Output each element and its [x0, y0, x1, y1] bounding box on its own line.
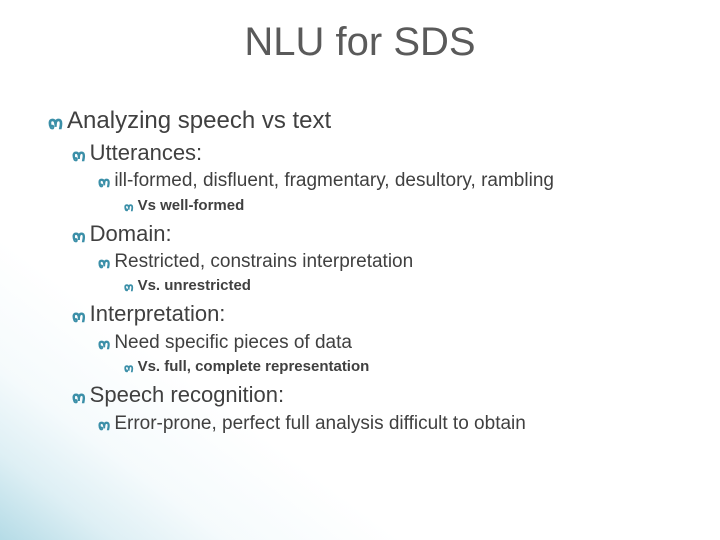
swirl-bullet-icon: ๓ — [72, 385, 86, 411]
bullet-item: ๓Interpretation: — [28, 300, 690, 329]
slide-content: ๓Analyzing speech vs text๓Utterances:๓il… — [28, 106, 690, 438]
bullet-list: ๓Analyzing speech vs text๓Utterances:๓il… — [28, 106, 690, 436]
swirl-bullet-icon: ๓ — [124, 199, 134, 217]
swirl-bullet-icon: ๓ — [124, 279, 134, 297]
bullet-item: ๓Domain: — [28, 220, 690, 249]
swirl-bullet-icon: ๓ — [48, 108, 63, 136]
slide: NLU for SDS ๓Analyzing speech vs text๓Ut… — [0, 0, 720, 540]
swirl-bullet-icon: ๓ — [98, 332, 110, 355]
bullet-item: ๓ill-formed, disfluent, fragmentary, des… — [28, 169, 690, 193]
bullet-text: Need specific pieces of data — [114, 332, 352, 353]
bullet-text: Restricted, constrains interpretation — [114, 251, 413, 272]
swirl-bullet-icon: ๓ — [124, 360, 134, 378]
bullet-item: ๓Analyzing speech vs text — [28, 106, 690, 137]
bullet-item: ๓Utterances: — [28, 139, 690, 168]
bullet-text: Vs. unrestricted — [138, 277, 251, 294]
bullet-item: ๓Vs. full, complete representation — [28, 357, 690, 377]
bullet-item: ๓Restricted, constrains interpretation — [28, 250, 690, 274]
bullet-text: Interpretation: — [90, 301, 226, 326]
bullet-item: ๓Error-prone, perfect full analysis diff… — [28, 412, 690, 436]
bullet-item: ๓Need specific pieces of data — [28, 331, 690, 355]
swirl-bullet-icon: ๓ — [98, 413, 110, 436]
swirl-bullet-icon: ๓ — [72, 224, 86, 250]
bullet-item: ๓Vs well-formed — [28, 196, 690, 216]
swirl-bullet-icon: ๓ — [72, 304, 86, 330]
slide-title: NLU for SDS — [0, 20, 720, 65]
swirl-bullet-icon: ๓ — [72, 143, 86, 169]
bullet-text: ill-formed, disfluent, fragmentary, desu… — [114, 170, 554, 191]
bullet-text: Analyzing speech vs text — [67, 107, 331, 134]
bullet-item: ๓Vs. unrestricted — [28, 276, 690, 296]
bullet-text: Speech recognition: — [90, 382, 284, 407]
bullet-item: ๓Speech recognition: — [28, 381, 690, 410]
bullet-text: Domain: — [90, 221, 172, 246]
bullet-text: Error-prone, perfect full analysis diffi… — [114, 413, 526, 434]
bullet-text: Vs well-formed — [138, 197, 245, 214]
swirl-bullet-icon: ๓ — [98, 170, 110, 193]
swirl-bullet-icon: ๓ — [98, 251, 110, 274]
bullet-text: Vs. full, complete representation — [138, 358, 370, 375]
bullet-text: Utterances: — [90, 140, 203, 165]
